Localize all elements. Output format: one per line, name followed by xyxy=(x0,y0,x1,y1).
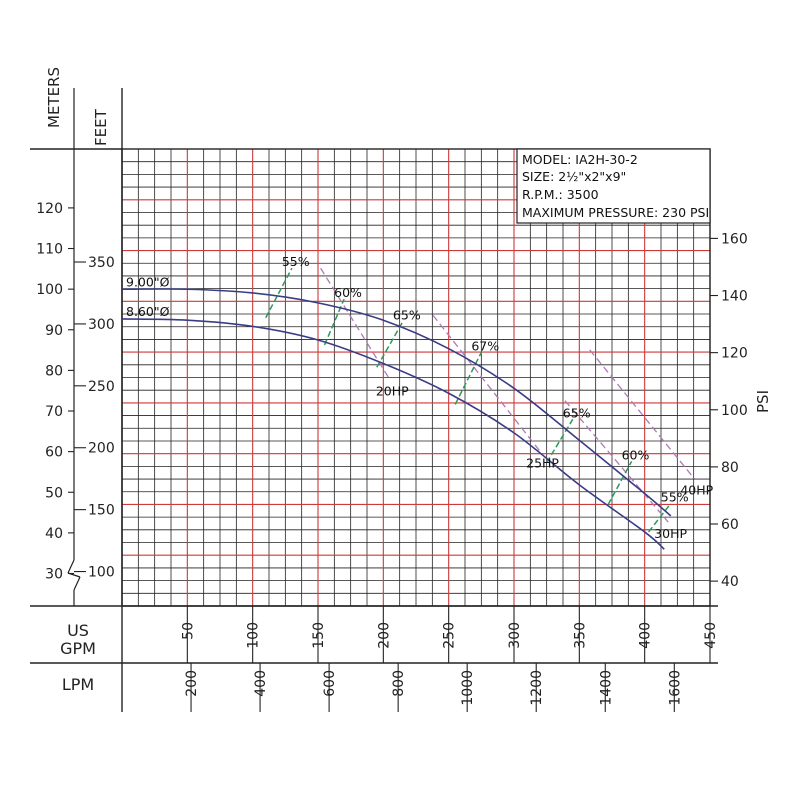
minor-grid xyxy=(122,149,710,606)
meters-tick-label: 110 xyxy=(36,242,63,258)
pressure-text: MAXIMUM PRESSURE: 230 PSI xyxy=(522,205,709,220)
impeller-label: 9.00"Ø xyxy=(126,274,170,289)
curve-labels: 20HP25HP30HP40HP55%60%65%67%65%60%55%9.0… xyxy=(126,254,714,541)
rpm-text: R.P.M.: 3500 xyxy=(522,187,599,202)
efficiency-line xyxy=(323,298,345,346)
hp-line xyxy=(589,349,695,480)
model-text: MODEL: IA2H-30-2 xyxy=(522,152,638,167)
lpm-tick-label: 1000 xyxy=(460,670,476,706)
feet-tick-label: 150 xyxy=(88,503,115,519)
axis-break-mark xyxy=(73,576,81,591)
meters-tick-label: 40 xyxy=(45,526,63,542)
efficiency-line xyxy=(647,502,672,533)
hp-line xyxy=(564,400,669,523)
psi-axis: 40 60 80 100 120 140 160 xyxy=(710,231,748,590)
meters-tick-label: 120 xyxy=(36,201,63,217)
efficiency-line xyxy=(607,460,633,506)
meters-tick-label: 100 xyxy=(36,282,63,298)
hp-label: 25HP xyxy=(526,455,559,470)
gpm-tick-label: 100 xyxy=(246,622,262,649)
meters-axis-title: METERS xyxy=(45,67,63,128)
gpm-tick-label: 400 xyxy=(638,622,654,649)
feet-tick-label: 350 xyxy=(88,255,115,271)
lpm-tick-label: 1200 xyxy=(529,670,545,706)
efficiency-label: 55% xyxy=(282,254,310,269)
gpm-tick-label: 300 xyxy=(507,622,523,649)
left-axes: 30 40 50 60 70 80 90 100 110 120 100 150 200 250 300 35… xyxy=(36,201,114,583)
gpm-axis-title-line1: US xyxy=(67,621,89,640)
meters-tick-label: 70 xyxy=(45,404,63,420)
axis-break-mark xyxy=(67,559,75,574)
flow-axes: 50 100 150 200 250 300 350 400 450 200 400 600 800 10… xyxy=(180,606,719,712)
lpm-tick-label: 1600 xyxy=(667,670,683,706)
psi-tick-label: 100 xyxy=(721,403,748,419)
efficiency-lines xyxy=(265,267,672,533)
hp-label: 20HP xyxy=(376,384,409,399)
efficiency-label: 60% xyxy=(622,447,650,462)
lpm-tick-label: 600 xyxy=(322,670,338,697)
gpm-tick-label: 250 xyxy=(442,622,458,649)
gpm-tick-label: 200 xyxy=(376,622,392,649)
lpm-tick-label: 1400 xyxy=(598,670,614,706)
feet-tick-label: 250 xyxy=(88,379,115,395)
impeller-label: 8.60"Ø xyxy=(126,304,170,319)
meters-tick-label: 80 xyxy=(45,363,63,379)
efficiency-label: 67% xyxy=(471,338,499,353)
efficiency-label: 60% xyxy=(334,285,362,300)
impeller-curve xyxy=(121,318,665,550)
feet-tick-label: 300 xyxy=(88,317,115,333)
hp-label: 30HP xyxy=(654,526,687,541)
meters-tick-label: 30 xyxy=(45,567,63,583)
efficiency-line xyxy=(265,267,293,319)
efficiency-label: 65% xyxy=(563,405,591,420)
hp-line xyxy=(432,314,541,452)
gpm-axis-title-line2: GPM xyxy=(60,639,96,658)
horsepower-lines xyxy=(320,267,695,523)
impeller-curve xyxy=(121,288,672,517)
meters-tick-label: 90 xyxy=(45,323,63,339)
meters-tick-label: 50 xyxy=(45,485,63,501)
gpm-tick-label: 50 xyxy=(180,622,196,640)
lpm-tick-label: 200 xyxy=(184,670,200,697)
impeller-curves xyxy=(121,288,672,550)
efficiency-line xyxy=(454,352,483,405)
psi-tick-label: 140 xyxy=(721,289,748,305)
gpm-tick-label: 150 xyxy=(311,622,327,649)
gpm-tick-label: 450 xyxy=(703,622,719,649)
lpm-axis-title: LPM xyxy=(62,675,94,694)
psi-tick-label: 160 xyxy=(721,231,748,247)
feet-axis-title: FEET xyxy=(92,108,110,146)
feet-tick-label: 100 xyxy=(88,565,115,581)
psi-tick-label: 120 xyxy=(721,346,748,362)
efficiency-line xyxy=(376,321,404,368)
psi-tick-label: 80 xyxy=(721,460,739,476)
hp-label: 40HP xyxy=(680,483,713,498)
psi-tick-label: 40 xyxy=(721,574,739,590)
meters-tick-label: 60 xyxy=(45,445,63,461)
lpm-tick-label: 800 xyxy=(391,670,407,697)
lpm-tick-label: 400 xyxy=(253,670,269,697)
psi-tick-label: 60 xyxy=(721,517,739,533)
feet-tick-label: 200 xyxy=(88,441,115,457)
gpm-tick-label: 350 xyxy=(572,622,588,649)
size-text: SIZE: 2½"x2"x9" xyxy=(522,169,626,184)
psi-axis-title: PSI xyxy=(754,390,772,413)
efficiency-label: 65% xyxy=(393,307,421,322)
info-box xyxy=(516,148,711,224)
efficiency-label: 55% xyxy=(661,489,689,504)
